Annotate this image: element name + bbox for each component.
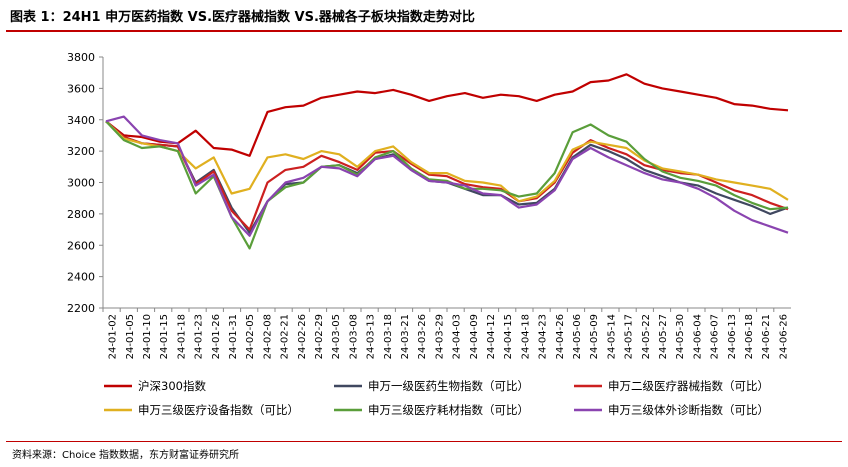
x-tick-label: 24-06-13 xyxy=(727,314,738,359)
x-tick-label: 24-05-06 xyxy=(572,314,583,359)
x-tick-label: 24-02-05 xyxy=(245,314,256,359)
x-tick-label: 24-03-21 xyxy=(400,314,411,359)
legend-label: 沪深300指数 xyxy=(138,379,206,393)
x-tick-label: 24-06-04 xyxy=(692,314,703,359)
x-tick-label: 24-04-09 xyxy=(469,314,480,359)
y-tick-label: 3200 xyxy=(67,145,95,158)
axes: 2200 2400 2600 2800 3000 3200 3400 3600 3800 24-0… xyxy=(67,51,791,359)
series-line-6 xyxy=(105,115,789,237)
legend-label: 申万三级医疗设备指数（可比） xyxy=(138,403,299,417)
x-tick-label: 24-02-21 xyxy=(280,314,291,359)
x-tick-label: 24-03-05 xyxy=(331,314,342,359)
x-tick-label: 24-06-26 xyxy=(778,314,789,359)
title-rule xyxy=(6,30,842,32)
figure-title: 图表 1：24H1 申万医药指数 VS.医疗器械指数 VS.器械各子板块指数走势… xyxy=(10,10,475,25)
series-line-3 xyxy=(105,120,789,231)
legend-label: 申万二级医疗器械指数（可比） xyxy=(608,379,769,393)
x-tick-label: 24-05-17 xyxy=(624,314,635,359)
x-tick-label: 24-05-27 xyxy=(658,314,669,359)
x-tick-label: 24-01-02 xyxy=(108,314,119,359)
y-tick-label: 3000 xyxy=(67,177,95,190)
x-tick-label: 24-04-23 xyxy=(538,314,549,359)
y-tick-label: 3600 xyxy=(67,82,95,95)
line-chart: 2200 2400 2600 2800 3000 3200 3400 3600 3800 24-0… xyxy=(67,51,791,417)
x-tick-label: 24-04-03 xyxy=(452,314,463,359)
series-line-4 xyxy=(105,120,789,203)
x-tick-label: 24-01-23 xyxy=(194,314,205,359)
x-tick-label: 24-01-18 xyxy=(176,314,187,359)
legend-label: 申万三级体外诊断指数（可比） xyxy=(608,403,769,417)
series-lines xyxy=(105,73,789,250)
x-tick-label: 24-03-29 xyxy=(434,314,445,359)
x-tick-label: 24-03-26 xyxy=(417,314,428,359)
source-note: 资料来源：Choice 指数数据，东方财富证券研究所 xyxy=(12,450,240,461)
x-tick-label: 24-04-12 xyxy=(486,314,497,359)
y-tick-label: 3800 xyxy=(67,51,95,64)
x-tick-label: 24-02-29 xyxy=(314,314,325,359)
y-tick-label: 2200 xyxy=(67,302,95,315)
x-tick-label: 24-01-26 xyxy=(211,314,222,359)
footer-rule xyxy=(6,441,842,442)
x-tick-label: 24-06-07 xyxy=(710,314,721,359)
x-tick-label: 24-05-14 xyxy=(606,314,617,359)
x-tick-label: 24-01-31 xyxy=(228,314,239,359)
series-line-1 xyxy=(105,73,789,157)
x-tick-label: 24-05-22 xyxy=(641,314,652,359)
x-tick-label: 24-05-30 xyxy=(675,314,686,359)
x-tick-label: 24-04-15 xyxy=(503,314,514,359)
x-tick-label: 24-01-15 xyxy=(159,314,170,359)
x-tick-label: 24-06-21 xyxy=(761,314,772,359)
y-tick-label: 2800 xyxy=(67,208,95,221)
x-tick-label: 24-04-26 xyxy=(555,314,566,359)
x-tick-label: 24-04-18 xyxy=(520,314,531,359)
legend-label: 申万一级医药生物指数（可比） xyxy=(368,379,529,393)
x-tick-label: 24-05-09 xyxy=(589,314,600,359)
legend: 沪深300指数 申万一级医药生物指数（可比） 申万二级医疗器械指数（可比） 申万三级医… xyxy=(104,379,769,417)
x-tick-label: 24-03-18 xyxy=(383,314,394,359)
x-tick-label: 24-01-05 xyxy=(125,314,136,359)
x-tick-label: 24-02-26 xyxy=(297,314,308,359)
x-tick-label: 24-03-08 xyxy=(348,314,359,359)
x-tick-label: 24-06-18 xyxy=(744,314,755,359)
x-tick-label: 24-01-10 xyxy=(142,314,153,359)
x-tick-label: 24-03-13 xyxy=(366,314,377,359)
y-tick-label: 2400 xyxy=(67,271,95,284)
y-tick-label: 2600 xyxy=(67,239,95,252)
legend-label: 申万三级医疗耗材指数（可比） xyxy=(368,403,529,417)
y-tick-label: 3400 xyxy=(67,114,95,127)
x-tick-label: 24-02-08 xyxy=(262,314,273,359)
